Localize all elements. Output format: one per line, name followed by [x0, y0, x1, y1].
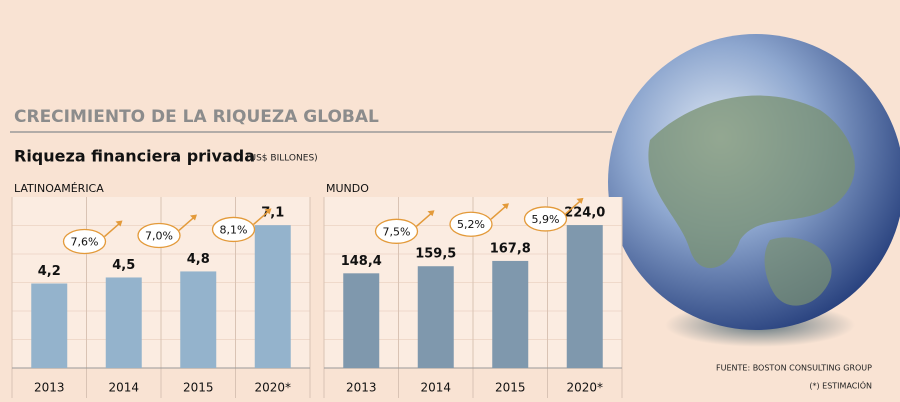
x-tick-label: 2013: [34, 381, 65, 395]
title: CRECIMIENTO DE LA RIQUEZA GLOBAL: [14, 107, 379, 127]
bar: [105, 277, 142, 368]
value-label: 159,5: [415, 247, 456, 262]
x-tick-label: 2020*: [254, 381, 291, 395]
bar: [566, 225, 603, 368]
growth-bubble: [62, 228, 107, 255]
chart-label: LATINOAMÉRICA: [14, 182, 104, 195]
growth-label: 7,5%: [383, 225, 411, 238]
growth-label: 5,2%: [457, 218, 485, 231]
x-tick-label: 2015: [183, 381, 214, 395]
x-tick-label: 2013: [346, 381, 377, 395]
subtitle: Riqueza financiera privada: [14, 147, 255, 166]
bar: [31, 283, 68, 368]
source: FUENTE: BOSTON CONSULTING GROUP: [716, 364, 872, 373]
continent: [648, 95, 855, 269]
x-tick-label: 2014: [108, 381, 139, 395]
growth-bubble: [211, 216, 256, 243]
value-label: 4,8: [187, 252, 210, 267]
growth-label: 8,1%: [220, 223, 248, 236]
growth-arrowhead: [427, 210, 435, 217]
growth-arrowhead: [115, 220, 123, 227]
growth-arrowhead: [190, 214, 197, 221]
growth-arrow: [253, 209, 270, 225]
unit-label: (US$ BILLONES): [246, 154, 318, 164]
chart-label: MUNDO: [326, 182, 369, 195]
bar: [417, 266, 454, 368]
value-label: 224,0: [564, 206, 605, 221]
growth-bubble: [137, 222, 181, 249]
continent: [764, 237, 832, 306]
growth-arrowhead: [502, 203, 509, 210]
value-label: 148,4: [341, 254, 382, 269]
note: (*) ESTIMACIÓN: [809, 380, 872, 391]
growth-arrowhead: [576, 197, 584, 204]
x-tick-label: 2014: [420, 381, 451, 395]
growth-arrow: [178, 215, 196, 232]
x-tick-label: 2020*: [566, 381, 603, 395]
growth-arrow: [104, 221, 121, 238]
growth-bubble: [449, 211, 493, 237]
growth-label: 7,0%: [145, 229, 173, 242]
x-tick-label: 2015: [495, 381, 526, 395]
growth-label: 7,6%: [71, 236, 99, 249]
bar: [180, 271, 217, 368]
growth-arrow: [565, 199, 582, 215]
bar: [343, 273, 380, 368]
value-label: 167,8: [490, 241, 531, 256]
growth-bubble: [523, 206, 568, 232]
growth-arrow: [416, 211, 433, 227]
growth-bubble: [374, 218, 419, 244]
growth-label: 5,9%: [532, 213, 560, 226]
value-label: 4,2: [38, 264, 61, 279]
growth-arrow: [490, 204, 508, 220]
bar: [254, 225, 291, 368]
value-label: 4,5: [112, 258, 135, 273]
growth-arrowhead: [264, 208, 272, 215]
value-label: 7,1: [261, 206, 284, 221]
globe-illustration: [608, 34, 900, 347]
bar: [492, 260, 529, 368]
